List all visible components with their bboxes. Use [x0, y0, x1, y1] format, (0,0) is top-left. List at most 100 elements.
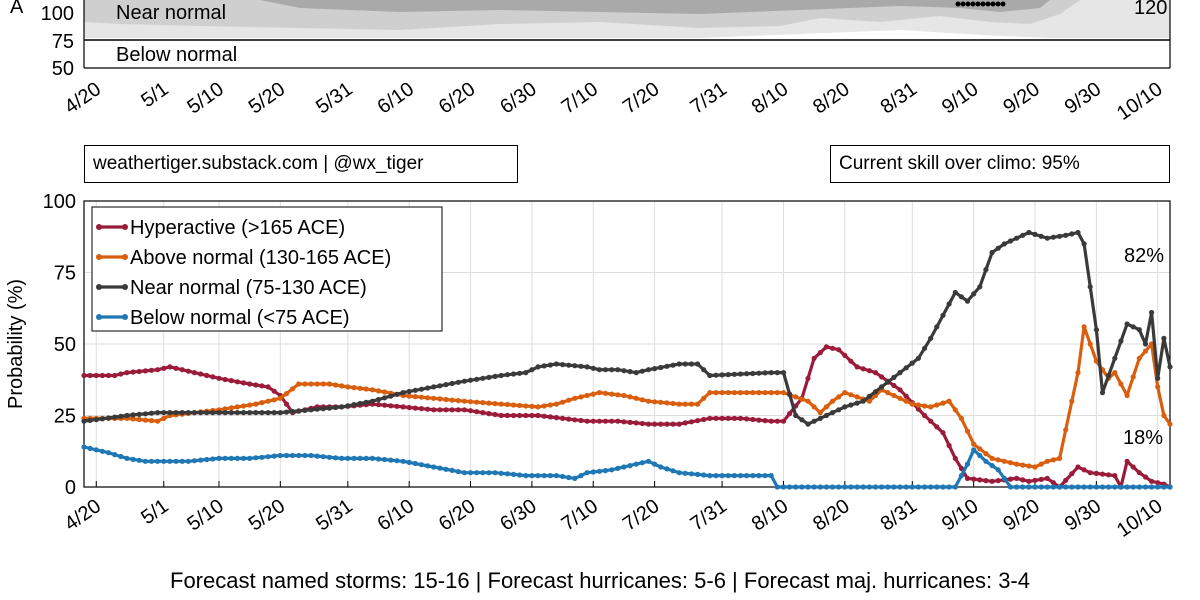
- series-point: [1124, 484, 1130, 490]
- legend-label-below-normal: Below normal (<75 ACE): [130, 307, 350, 329]
- series-point: [375, 456, 382, 462]
- series-point: [1130, 324, 1136, 330]
- series-line-above: [84, 325, 1172, 469]
- series-point: [375, 396, 382, 403]
- series-point: [375, 388, 382, 394]
- series-point: [277, 452, 283, 459]
- x-tick-label: 6/30: [496, 495, 541, 535]
- series-point: [535, 473, 541, 479]
- series-point: [161, 415, 167, 421]
- series-point: [523, 370, 529, 376]
- series-point: [247, 381, 253, 387]
- series-point: [320, 406, 326, 412]
- series-point: [136, 368, 142, 375]
- series-point: [609, 467, 615, 473]
- series-point: [682, 361, 688, 367]
- series-point: [418, 406, 425, 412]
- series-point: [400, 458, 406, 464]
- series-point: [148, 410, 155, 416]
- series-point: [431, 464, 437, 470]
- series-point: [688, 401, 695, 407]
- series-point: [615, 392, 621, 398]
- series-point: [216, 455, 222, 461]
- series-point: [112, 414, 118, 420]
- series-point: [774, 418, 780, 424]
- series-point: [560, 473, 566, 480]
- series-point: [633, 420, 639, 426]
- series-point: [105, 415, 112, 421]
- top-panel-x-tick-label: 5/1: [137, 78, 172, 112]
- series-point: [964, 298, 971, 304]
- series-point: [124, 455, 130, 461]
- series-point: [510, 412, 517, 419]
- series-point: [118, 453, 124, 460]
- series-point: [541, 413, 547, 419]
- series-point: [155, 367, 161, 373]
- series-point: [670, 362, 676, 368]
- series-point: [1075, 370, 1081, 376]
- series-point: [142, 417, 148, 423]
- series-point: [339, 455, 345, 461]
- series-point: [130, 412, 136, 418]
- series-point: [265, 398, 271, 404]
- forecast-summary-footer: Forecast named storms: 15-16 | Forecast …: [170, 568, 1030, 593]
- series-point: [425, 406, 431, 412]
- top-panel-x-tick-label: 6/20: [435, 78, 480, 118]
- top-panel-y-tick: 100: [41, 3, 74, 25]
- series-point: [621, 392, 627, 399]
- series-point: [664, 363, 670, 369]
- top-panel-label-below-normal: Below normal: [116, 44, 237, 66]
- series-point: [701, 395, 707, 401]
- series-point: [222, 455, 228, 461]
- series-point: [296, 408, 302, 414]
- series-point: [1130, 464, 1136, 470]
- series-point: [1044, 235, 1050, 241]
- main-panel-y-ticks: 0 25 50 75 100: [43, 191, 76, 499]
- series-point: [363, 399, 369, 405]
- series-point: [866, 484, 873, 490]
- series-point: [787, 411, 793, 417]
- series-point: [148, 367, 155, 373]
- series-point: [780, 370, 787, 376]
- legend: Hyperactive (>165 ACE) Above normal (130…: [91, 206, 443, 332]
- series-point: [572, 475, 578, 481]
- series-point: [112, 452, 118, 458]
- series-point: [1026, 463, 1032, 469]
- series-point: [1112, 473, 1118, 479]
- series-point: [848, 392, 854, 398]
- series-point: [455, 398, 461, 404]
- series-point: [891, 392, 897, 399]
- series-point: [688, 471, 695, 477]
- series-point: [958, 415, 965, 421]
- series-point: [277, 410, 283, 416]
- series-point: [290, 408, 296, 415]
- series-point: [1032, 484, 1038, 490]
- series-point: [523, 403, 529, 409]
- series-point: [517, 472, 523, 478]
- series-point: [308, 452, 314, 459]
- series-point: [578, 473, 584, 479]
- series-point: [639, 397, 645, 403]
- series-point: [664, 400, 670, 406]
- series-point: [400, 404, 406, 410]
- series-point: [320, 454, 326, 460]
- series-point: [99, 448, 105, 454]
- series-point: [302, 407, 308, 413]
- x-tick-label: 8/10: [748, 495, 793, 535]
- series-point: [240, 455, 247, 461]
- series-point: [922, 345, 928, 351]
- series-point: [302, 452, 308, 459]
- series-point: [173, 365, 179, 371]
- series-point: [210, 374, 216, 380]
- series-point: [535, 412, 541, 419]
- series-point: [339, 383, 345, 389]
- series-point: [633, 395, 639, 401]
- series-point: [829, 345, 836, 351]
- series-point: [1032, 464, 1038, 470]
- series-point: [1069, 398, 1075, 404]
- series-point: [909, 401, 915, 407]
- series-point: [977, 452, 983, 459]
- series-point: [731, 473, 738, 479]
- series-point: [744, 473, 750, 479]
- series-point: [510, 402, 517, 408]
